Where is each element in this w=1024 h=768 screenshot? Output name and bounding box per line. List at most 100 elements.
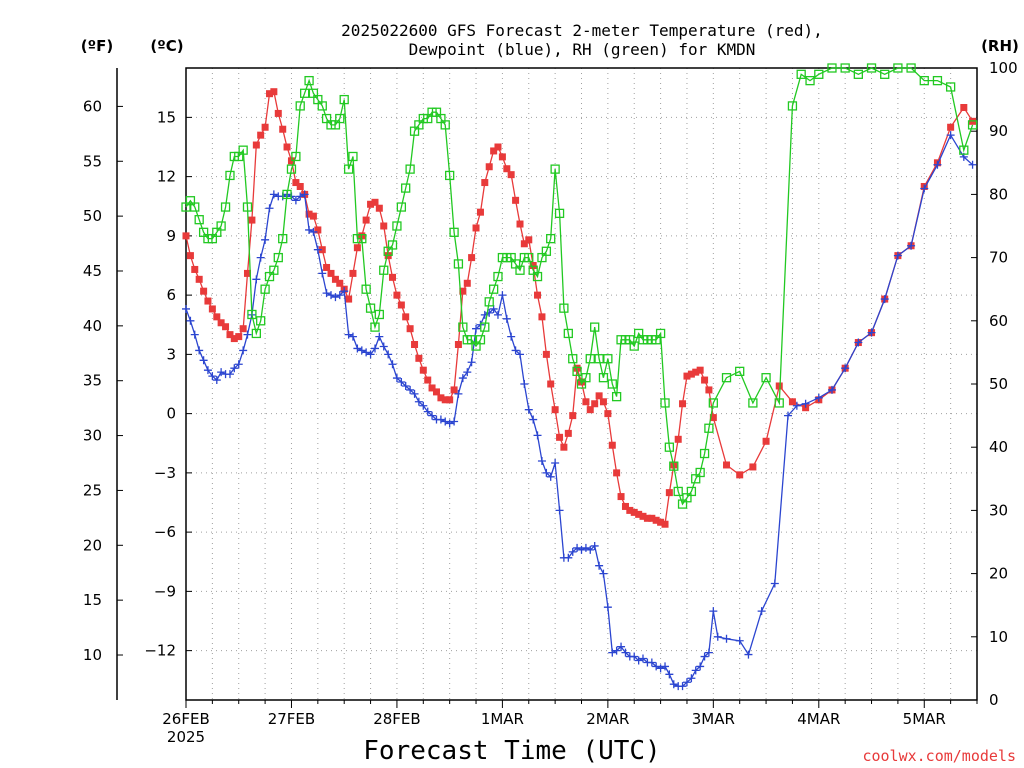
temperature-point — [481, 179, 489, 187]
temperature-point — [617, 493, 625, 501]
chart-title-line1: 2025022600 GFS Forecast 2-meter Temperat… — [341, 21, 823, 40]
dewpoint-point — [529, 415, 538, 424]
dewpoint-point — [568, 547, 577, 556]
rh-point — [458, 322, 468, 332]
fahrenheit-tick-label: 15 — [83, 591, 102, 609]
rh-point — [559, 303, 569, 313]
dewpoint-point — [265, 204, 274, 213]
rh-point — [374, 309, 384, 320]
temperature-point — [551, 406, 559, 414]
temperature-point — [318, 246, 326, 254]
temperature-point — [762, 437, 770, 445]
rh-point — [735, 366, 745, 377]
rh-point — [493, 271, 503, 282]
dewpoint-point — [564, 553, 573, 562]
rh-point — [220, 202, 231, 212]
temperature-point — [397, 301, 405, 309]
temperature-point — [687, 370, 695, 378]
rh-point — [440, 120, 450, 130]
rh-point — [357, 233, 367, 244]
temperature-point — [683, 372, 691, 380]
dewpoint-point — [617, 642, 626, 651]
rh-point — [286, 164, 297, 174]
temperature-point — [186, 252, 194, 260]
series-dewpoint — [182, 131, 977, 691]
dewpoint-point — [313, 245, 322, 254]
celsius-tick-label: 15 — [157, 108, 176, 126]
dewpoint-point — [586, 545, 595, 554]
dewpoint-point — [757, 607, 766, 616]
rh-point — [866, 63, 877, 73]
dewpoint-point — [340, 287, 349, 296]
temperature-point — [296, 183, 304, 190]
rh-point — [295, 101, 305, 111]
celsius-tick-label: −3 — [154, 464, 176, 482]
dewpoint-point — [239, 346, 248, 355]
temperature-point — [696, 366, 704, 374]
rh-tick-label: 80 — [989, 185, 1008, 203]
rh-point — [291, 151, 301, 162]
rh-point — [664, 442, 675, 452]
temperature-point — [371, 198, 379, 206]
temperature-point — [621, 502, 629, 510]
celsius-tick-label: −6 — [154, 523, 176, 541]
dewpoint-point — [309, 227, 318, 236]
temperature-point — [459, 287, 467, 295]
temperature-point — [635, 510, 643, 518]
rh-point — [365, 303, 376, 313]
dewpoint-point — [652, 662, 661, 671]
dewpoint-point — [770, 579, 779, 588]
temperature-point — [432, 388, 440, 396]
dewpoint-point — [533, 431, 542, 440]
temperature-point — [283, 143, 291, 151]
dewpoint-point — [318, 269, 327, 278]
dewpoint-point — [573, 543, 582, 552]
rh-tick-label: 100 — [989, 59, 1018, 77]
dewpoint-point — [195, 346, 204, 355]
rh-point — [660, 398, 670, 408]
rh-point — [594, 354, 604, 364]
dewpoint-point — [968, 160, 977, 169]
temperature-point — [389, 273, 397, 281]
dewpoint-point — [467, 358, 476, 367]
rh-point — [563, 328, 573, 339]
dewpoint-point — [305, 225, 314, 234]
dewpoint-point — [423, 407, 432, 416]
temperature-point — [591, 400, 599, 408]
temperature-point — [349, 269, 357, 277]
temperature-point — [525, 236, 533, 244]
dewpoint-point — [199, 356, 208, 365]
temperature-point — [665, 489, 673, 497]
dewpoint-point — [234, 360, 243, 369]
rh-tick-label: 30 — [989, 501, 1008, 519]
rh-point — [945, 82, 956, 92]
series-rh — [181, 63, 978, 509]
fahrenheit-tick-label: 60 — [83, 97, 102, 115]
site-credit[interactable]: coolwx.com/models — [862, 747, 1016, 765]
rh-point — [278, 233, 288, 244]
x-tick-label: 5MAR — [903, 710, 946, 728]
dewpoint-point — [388, 360, 397, 369]
rh-point — [932, 75, 943, 86]
temperature-point — [468, 254, 476, 262]
rh-point — [581, 373, 591, 383]
rh-tick-label: 90 — [989, 122, 1008, 140]
temperature-point — [648, 514, 656, 522]
dewpoint-point — [595, 561, 604, 570]
dewpoint-point — [392, 374, 401, 383]
dewpoint-point — [700, 652, 709, 661]
temperature-point — [516, 220, 524, 228]
rh-point — [317, 101, 327, 111]
rh-point — [194, 215, 204, 225]
x-tick-label: 28FEB — [373, 710, 420, 728]
rh-point — [379, 265, 389, 275]
dewpoint-point — [182, 304, 190, 313]
rh-point — [550, 164, 560, 174]
temperature-point — [564, 429, 572, 437]
temperature-point — [230, 335, 238, 343]
temperature-point — [424, 376, 432, 384]
rh-point — [488, 284, 499, 294]
temperature-point — [472, 224, 480, 232]
temperature-point — [226, 331, 234, 339]
